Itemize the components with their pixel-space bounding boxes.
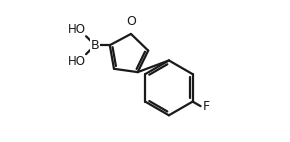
Text: B: B: [91, 39, 99, 52]
Text: HO: HO: [67, 55, 85, 68]
Text: F: F: [202, 100, 209, 113]
Text: HO: HO: [67, 23, 85, 36]
Text: O: O: [127, 15, 137, 28]
